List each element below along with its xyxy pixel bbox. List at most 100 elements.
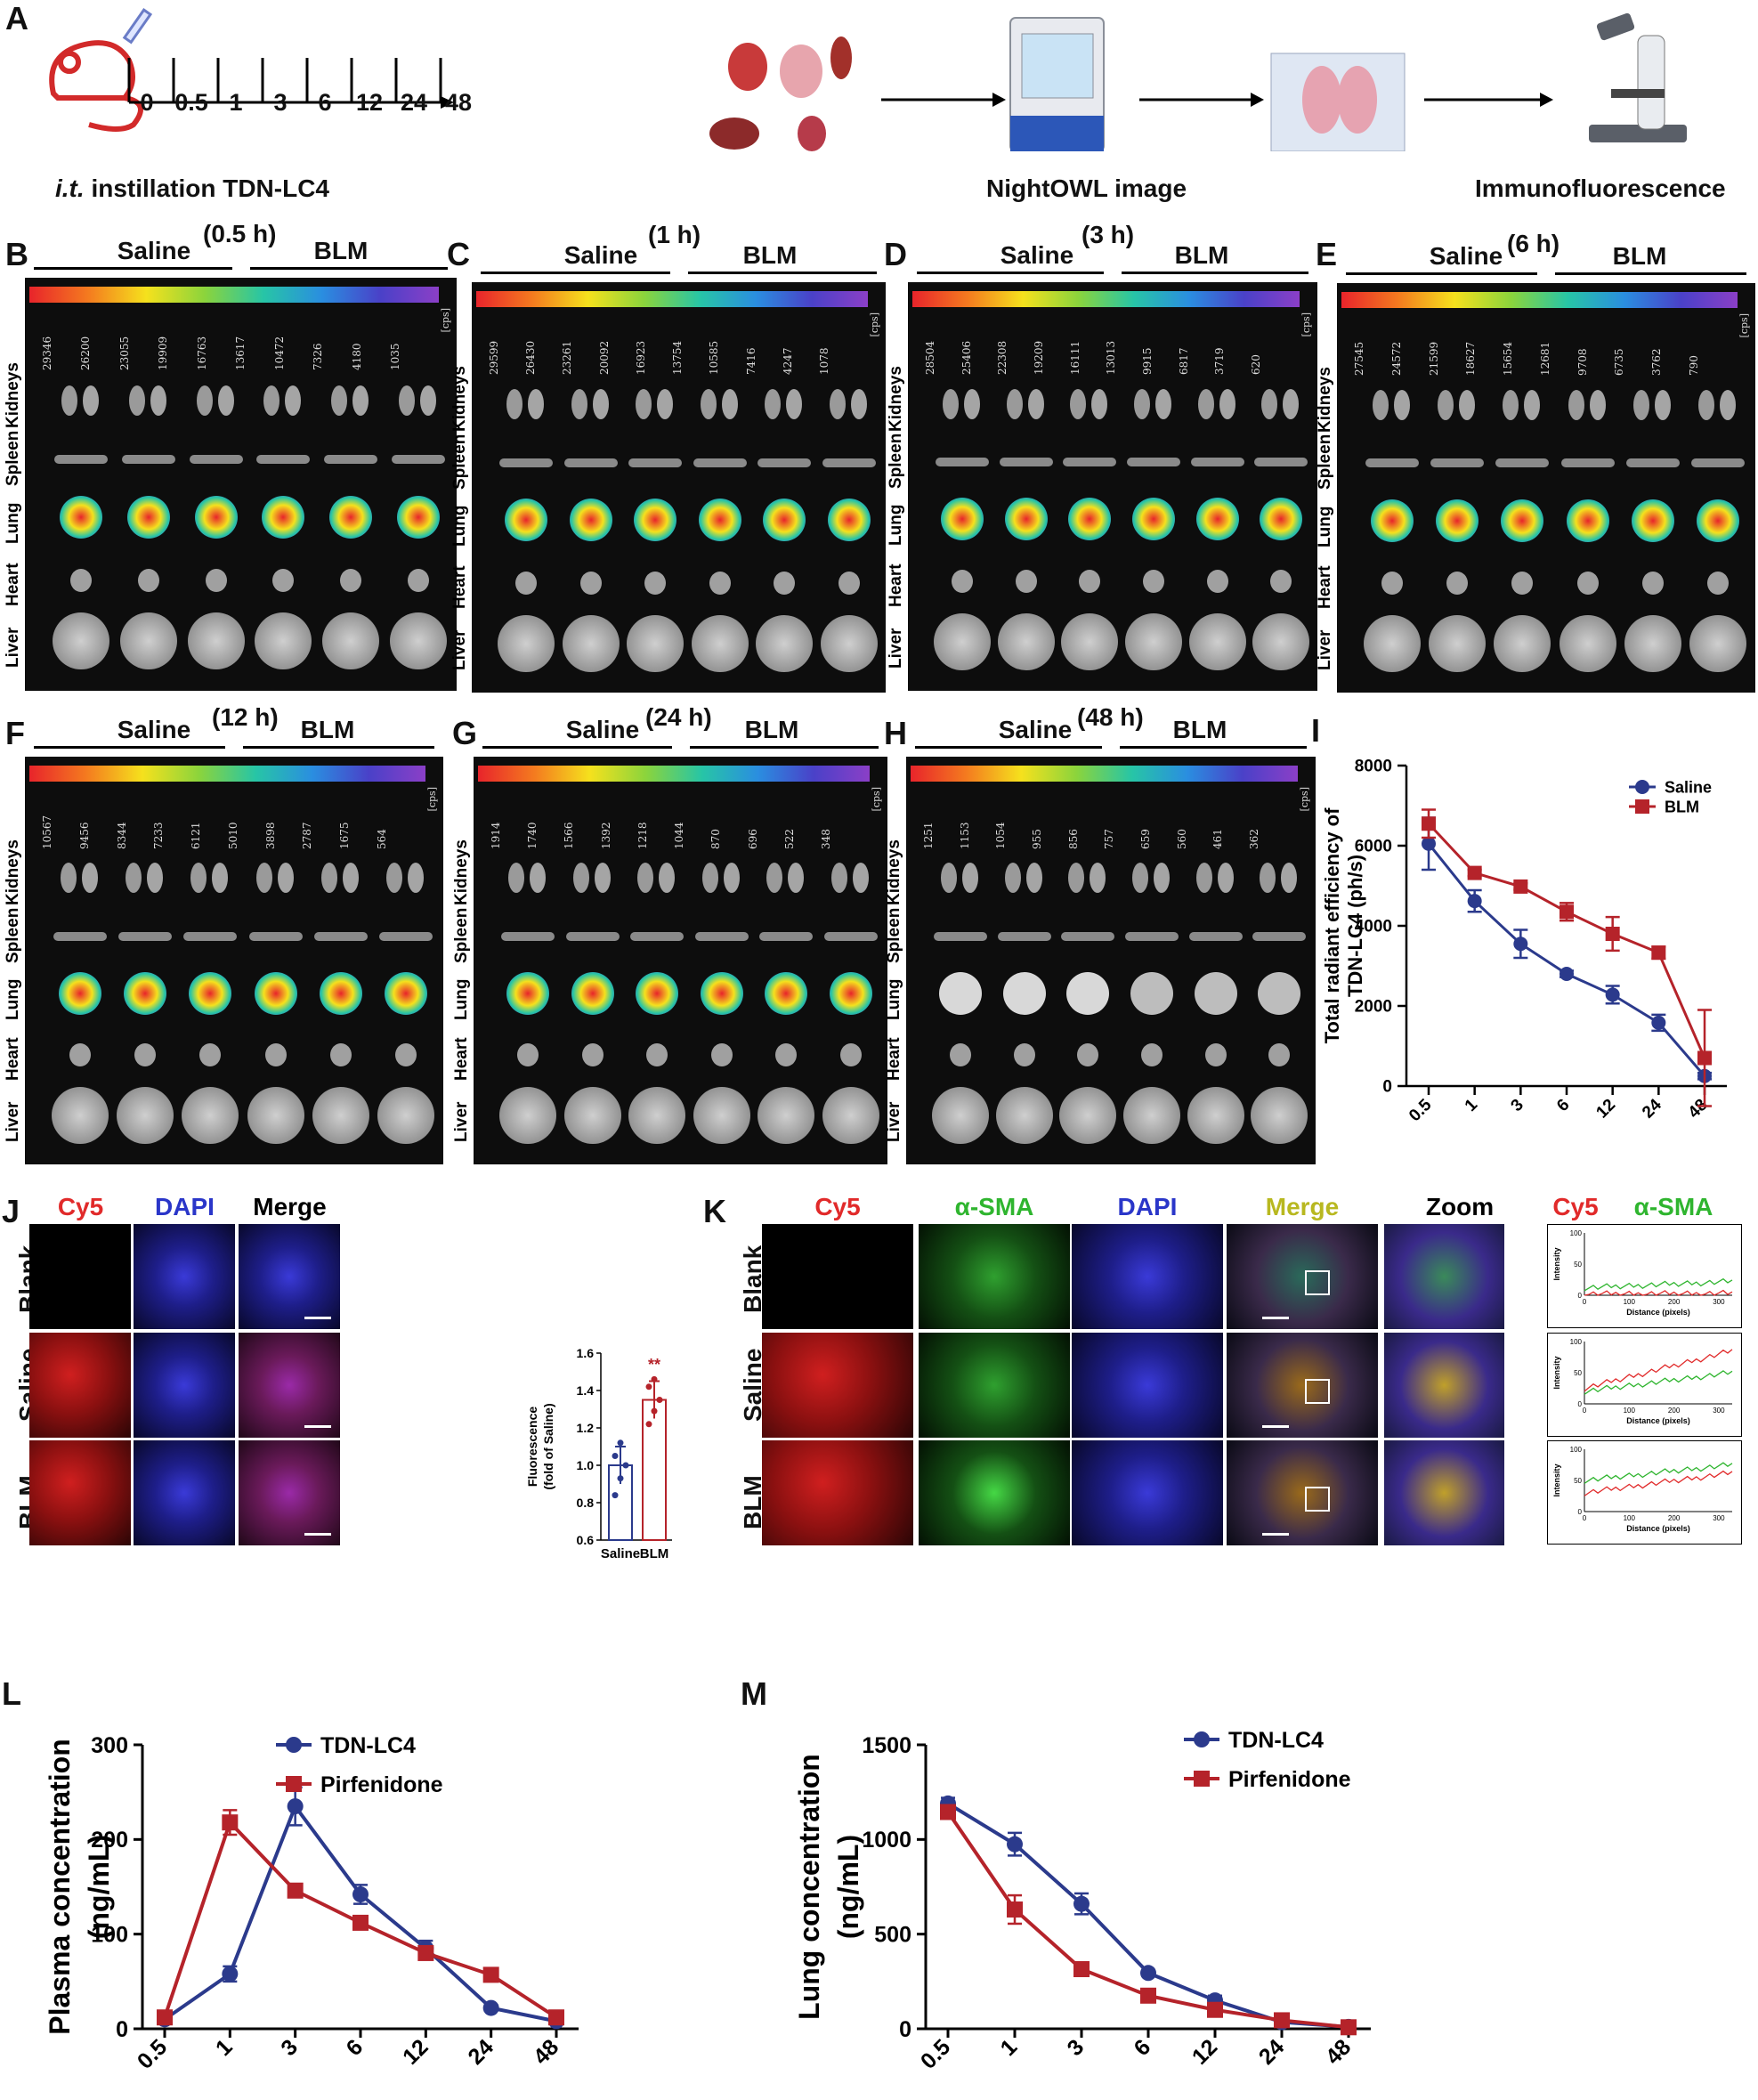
color-scale-bar: [1341, 292, 1738, 308]
lung: [763, 499, 806, 542]
scale-value: 1153: [958, 822, 971, 849]
spleen: [256, 455, 311, 465]
lung: [1436, 499, 1479, 542]
scale-value: 9915: [1140, 347, 1154, 375]
heart: [205, 568, 227, 592]
scale-bar: [304, 1425, 331, 1428]
x-tick-label: 100: [1624, 1407, 1636, 1415]
y-tick-label: 4000: [1355, 918, 1392, 936]
zoom-region-box: [1305, 1379, 1330, 1404]
kidney: [255, 863, 272, 894]
heart: [515, 571, 538, 595]
kidney: [1154, 388, 1171, 419]
spleen: [1190, 457, 1244, 466]
kidney: [786, 389, 803, 420]
heart: [774, 571, 796, 595]
kidney: [572, 863, 589, 894]
kidney: [1027, 388, 1044, 419]
kidney: [766, 863, 783, 894]
liver: [119, 612, 177, 670]
data-point: [622, 1462, 629, 1469]
y-tick-label: 0: [1578, 1508, 1583, 1516]
spleen: [121, 455, 175, 465]
scale-unit: [cps]: [869, 312, 880, 337]
scale-bar: [304, 1533, 331, 1536]
lung: [1068, 498, 1112, 541]
data-point: [1073, 1895, 1090, 1912]
kidney: [196, 385, 213, 417]
x-tick-label: 6: [342, 2034, 369, 2061]
data-point: [656, 1397, 663, 1403]
lung: [262, 496, 305, 539]
timeline-label: 12: [355, 89, 384, 116]
lung: [1258, 971, 1301, 1015]
y-tick-label: 8000: [1355, 758, 1392, 776]
spleen: [693, 458, 747, 467]
scale-value: 10472: [272, 336, 286, 370]
x-tick-label: 300: [1713, 1514, 1725, 1522]
lung: [571, 971, 614, 1015]
row-label-kidneys: Kidneys: [450, 366, 469, 433]
group-underline-saline: [481, 272, 670, 274]
time-label: (24 h): [645, 703, 712, 731]
liver: [757, 1087, 815, 1145]
scale-value: 29599: [488, 340, 500, 375]
kidney: [150, 385, 166, 417]
scale-value: 1251: [922, 822, 935, 849]
kidney: [594, 863, 611, 894]
lung: [1004, 498, 1048, 541]
lung: [59, 496, 102, 539]
spleen: [1063, 457, 1117, 466]
liver: [255, 612, 312, 670]
heart: [134, 1043, 156, 1067]
immunofluorescence-label: Immunofluorescence: [1475, 174, 1726, 202]
row-label-liver: Liver: [452, 1101, 471, 1143]
liver: [247, 1087, 304, 1145]
row-label-heart: Heart: [450, 564, 469, 609]
heart: [517, 1043, 539, 1067]
row-label-kidneys: Kidneys: [4, 839, 22, 906]
heart: [1381, 571, 1403, 595]
lung: [1566, 499, 1609, 542]
group-underline-saline: [482, 746, 672, 749]
y-tick-label: 2000: [1355, 998, 1392, 1017]
kidney: [343, 863, 359, 894]
spleen: [628, 458, 683, 467]
row-label-kidneys: Kidneys: [1316, 367, 1334, 433]
scale-value: 5010: [226, 822, 239, 849]
profile-line: [1584, 1462, 1733, 1484]
y-tick-label: 1.4: [577, 1383, 595, 1398]
profile-xlabel: Distance (pixels): [1626, 1416, 1690, 1425]
data-point: [1560, 967, 1574, 981]
data-point: [1140, 1965, 1156, 1982]
kidney: [637, 863, 654, 894]
y-tick-label: 50: [1574, 1477, 1582, 1485]
lung: [506, 971, 550, 1015]
y-axis-label: (fold of Saline): [541, 1403, 555, 1489]
kidney: [1195, 863, 1212, 894]
scale-value: 3898: [263, 822, 277, 849]
color-scale-values: 1251 1153 1054 955 856 757 659 560 461 362: [922, 787, 1260, 849]
y-tick-label: 300: [91, 1733, 128, 1758]
if-image-k-saline-3: [1227, 1333, 1378, 1438]
liver: [1689, 614, 1747, 672]
color-scale-values: 28504 25406 22308 19209 16111 13013 9915 6817 37…: [924, 312, 1262, 375]
x-tick-label: 48: [1685, 1096, 1712, 1123]
row-label-lung: Lung: [4, 978, 22, 1020]
microscope-icon: [1589, 12, 1687, 142]
profile-title-cy5: Cy5: [1552, 1193, 1599, 1220]
liver: [933, 612, 991, 670]
lung: [700, 971, 743, 1015]
lung: [320, 971, 362, 1015]
color-scale-bar: [476, 291, 868, 307]
row-label-heart: Heart: [4, 1037, 22, 1082]
row-label-liver: Liver: [4, 627, 22, 669]
lung: [698, 499, 741, 542]
scale-bar: [1262, 1425, 1289, 1428]
profile-line: [1584, 1470, 1733, 1496]
group-label-saline: Saline: [998, 716, 1073, 743]
chart-j-fluorescence-bar: 0.6 0.8 1.0 1.2 1.4 1.6 Saline BLM ** Fluorescenc…: [525, 1346, 672, 1561]
kidney: [850, 389, 867, 420]
kidney: [1720, 390, 1737, 420]
kidney: [1133, 388, 1150, 419]
